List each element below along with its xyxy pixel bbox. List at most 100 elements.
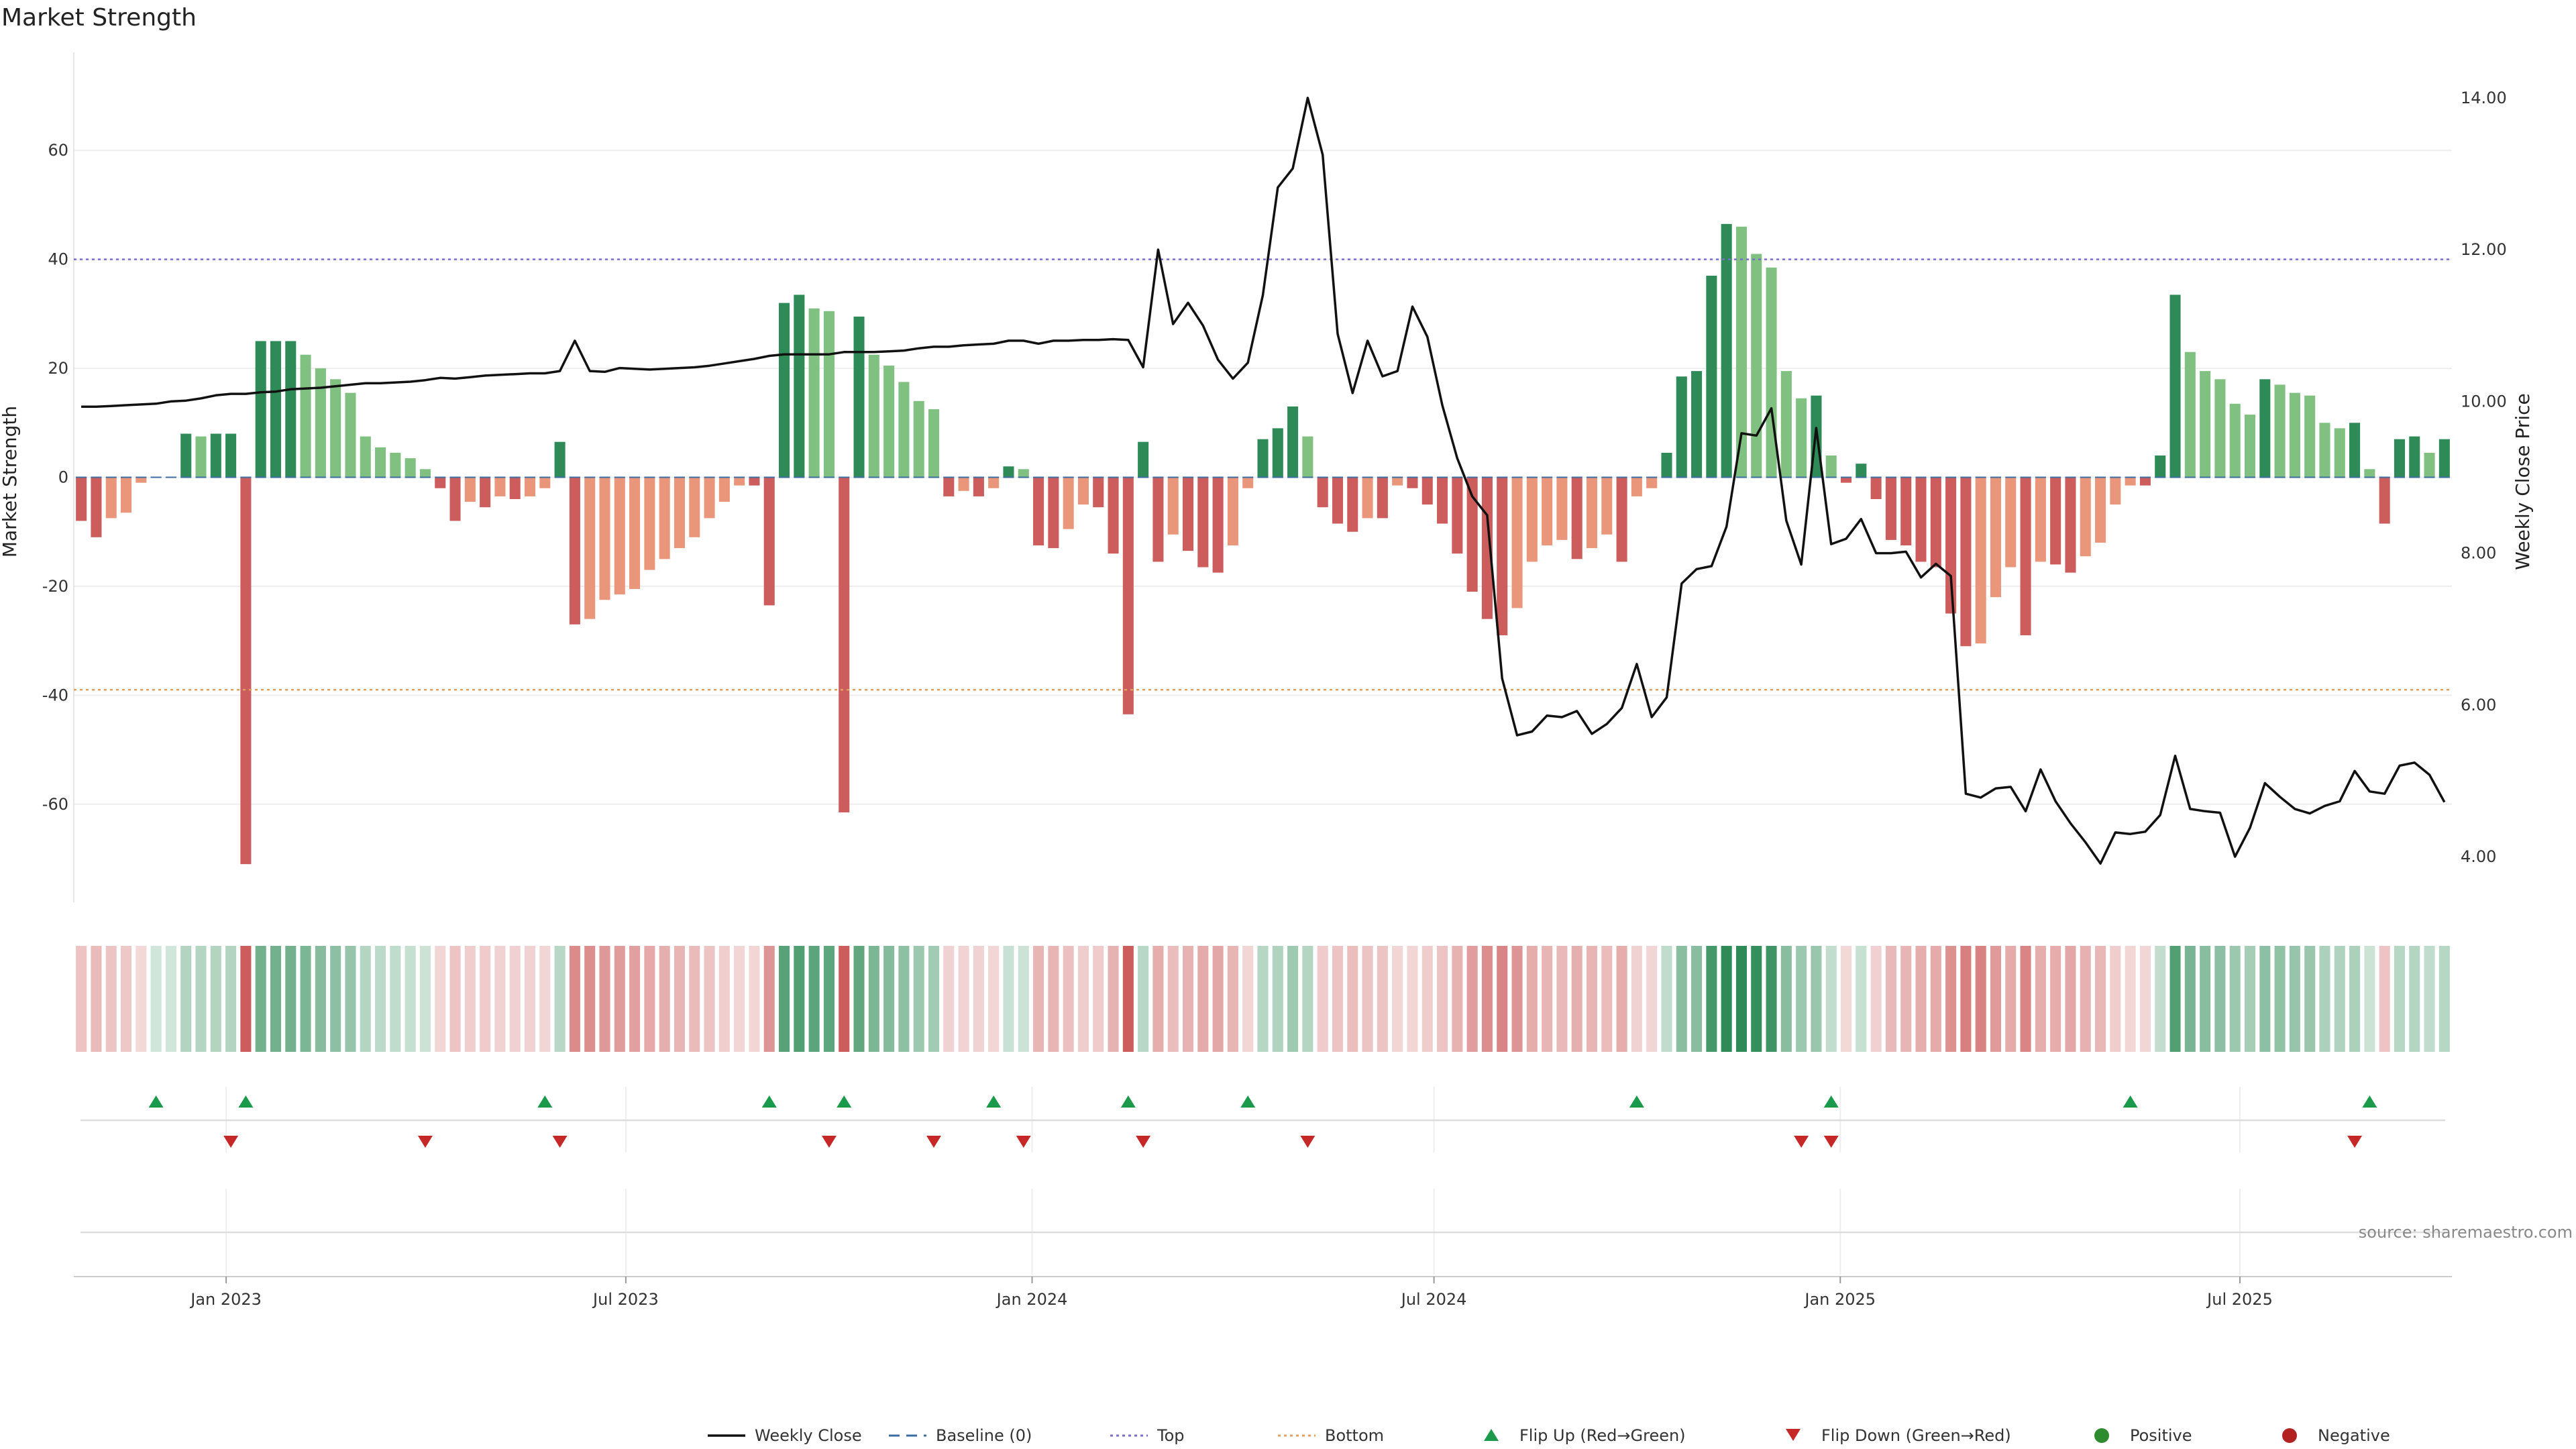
strength-bar — [2020, 477, 2031, 636]
strength-bar — [2334, 428, 2345, 478]
strength-bar — [1960, 477, 1972, 647]
heat-cell — [375, 946, 386, 1052]
legend-item: Negative — [2282, 1426, 2390, 1445]
heat-cell — [2319, 946, 2330, 1052]
heat-cell — [1377, 946, 1388, 1052]
strength-bar — [405, 458, 416, 478]
strength-bar — [1915, 477, 1927, 562]
heat-cell — [91, 946, 102, 1052]
strength-bar — [225, 433, 237, 478]
left-tick-label: 40 — [48, 250, 68, 269]
strength-bar — [958, 477, 969, 491]
heat-cell — [1571, 946, 1582, 1052]
strength-bar — [779, 303, 790, 478]
strength-bar — [300, 354, 311, 478]
strength-bar — [2169, 294, 2181, 478]
strength-bar — [2289, 392, 2300, 478]
legend-item: Positive — [2094, 1426, 2192, 1445]
heat-cell — [1751, 946, 1762, 1052]
heat-cell — [2259, 946, 2271, 1052]
heat-cell — [180, 946, 192, 1052]
strength-bar — [928, 409, 940, 478]
heat-cell — [1093, 946, 1104, 1052]
flip-down-marker — [821, 1136, 837, 1148]
heat-cell — [629, 946, 641, 1052]
flip-up-marker — [1240, 1095, 1256, 1108]
heat-cell — [1122, 946, 1134, 1052]
flip-up-marker — [986, 1095, 1002, 1108]
strength-bar — [629, 477, 641, 589]
strength-bar — [1197, 477, 1209, 568]
strength-bar — [853, 316, 865, 478]
heat-cell — [749, 946, 760, 1052]
strength-bar — [330, 379, 341, 478]
heat-cell — [2139, 946, 2151, 1052]
heat-cell — [2394, 946, 2405, 1052]
x-tick-label: Jul 2023 — [592, 1290, 659, 1309]
strength-bar — [524, 477, 536, 496]
left-axis: -60 -40 -20 0 20 40 60 — [42, 141, 68, 814]
strength-bar — [1900, 477, 1912, 546]
strength-bar — [121, 477, 132, 513]
heat-cell — [943, 946, 955, 1052]
heat-cell — [2065, 946, 2076, 1052]
left-tick-label: -20 — [42, 577, 68, 596]
strength-bar — [808, 308, 820, 478]
heat-cell — [1721, 946, 1732, 1052]
level-lines — [74, 258, 2452, 691]
heat-cell — [464, 946, 476, 1052]
heat-cell — [1332, 946, 1344, 1052]
heat-cell — [2364, 946, 2375, 1052]
legend-label: Flip Up (Red→Green) — [1519, 1426, 1686, 1445]
heat-cell — [1466, 946, 1478, 1052]
heat-cell — [2229, 946, 2241, 1052]
chart-title: Market Strength — [1, 4, 197, 32]
heat-cell — [2274, 946, 2286, 1052]
right-tick-label: 6.00 — [2461, 696, 2496, 714]
heat-cell — [524, 946, 536, 1052]
right-tick-label: 8.00 — [2461, 544, 2496, 563]
strength-bar — [1691, 371, 1703, 478]
heat-cell — [763, 946, 775, 1052]
strength-bar — [390, 452, 401, 478]
heat-cell — [121, 946, 132, 1052]
heat-cell — [1885, 946, 1896, 1052]
strength-bar — [1093, 477, 1104, 508]
heat-cell — [150, 946, 162, 1052]
heat-cell — [2438, 946, 2450, 1052]
heat-cell — [1317, 946, 1328, 1052]
heat-cell — [1780, 946, 1792, 1052]
heat-cell — [853, 946, 865, 1052]
strength-bar — [1466, 477, 1478, 592]
strength-bar — [1077, 477, 1089, 505]
heat-cell — [1063, 946, 1074, 1052]
strength-bar — [2364, 469, 2375, 478]
strength-bar — [988, 477, 1000, 488]
legend-label: Negative — [2318, 1426, 2390, 1445]
left-tick-label: 0 — [58, 468, 68, 487]
right-tick-label: 12.00 — [2461, 240, 2507, 259]
heat-cell — [539, 946, 551, 1052]
heat-cell — [2184, 946, 2196, 1052]
strength-bar — [240, 477, 252, 865]
strength-bar — [2259, 379, 2271, 478]
strength-bar — [2424, 452, 2435, 478]
flip-up-marker — [148, 1095, 164, 1108]
heat-cell — [1766, 946, 1777, 1052]
strength-bar — [91, 477, 102, 537]
heat-cell — [2349, 946, 2361, 1052]
legend-label: Baseline (0) — [936, 1426, 1032, 1445]
heat-cell — [1945, 946, 1957, 1052]
heat-cell — [2020, 946, 2031, 1052]
strength-bar — [1661, 452, 1672, 478]
heat-cell — [644, 946, 655, 1052]
strength-bar — [1227, 477, 1238, 546]
heat-cell — [1272, 946, 1283, 1052]
heat-cell — [1407, 946, 1418, 1052]
strength-bar — [554, 441, 566, 478]
heat-cell — [1287, 946, 1299, 1052]
flip-down-marker — [1136, 1136, 1151, 1148]
strength-bar — [360, 436, 371, 478]
heat-cell — [449, 946, 461, 1052]
legend-item: Weekly Close — [708, 1426, 862, 1445]
